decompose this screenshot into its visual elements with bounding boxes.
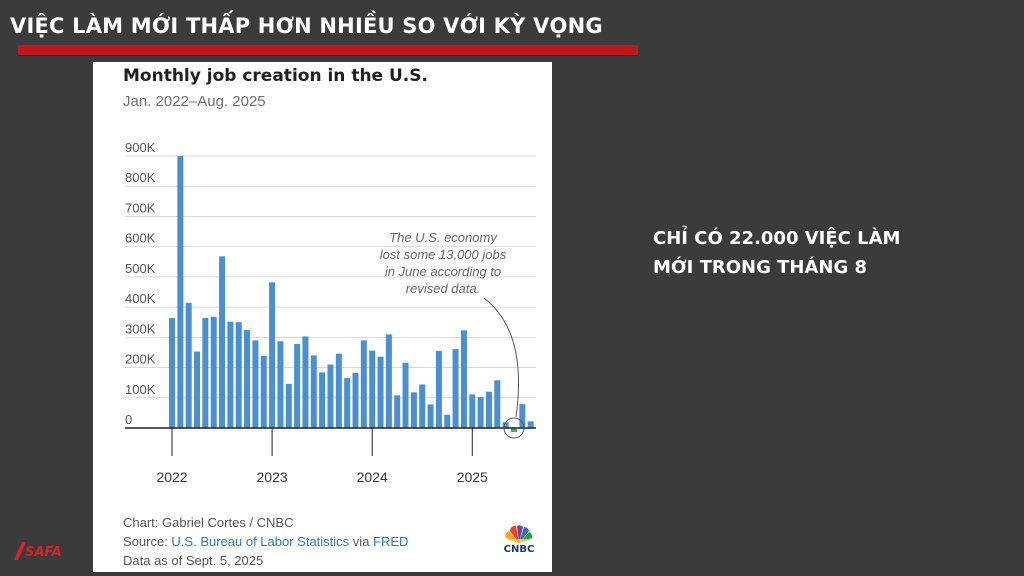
bar	[294, 343, 301, 428]
bar-chart: 0 100K 200K 300K 400K 500K 600K 700K 800K 900K 202…	[125, 140, 536, 485]
bar	[502, 422, 509, 428]
bar	[369, 350, 376, 428]
safa-logo: SAFA	[14, 542, 62, 560]
bar	[319, 372, 326, 428]
x-tick-label: 2025	[457, 469, 488, 485]
x-tick-label: 2022	[156, 469, 187, 485]
bar	[394, 395, 401, 428]
annotation-arrow	[483, 297, 519, 418]
annotation-line: lost some 13,000 jobs	[380, 247, 507, 262]
bar	[177, 156, 184, 428]
chart-source: Source: U.S. Bureau of Labor Statistics …	[123, 534, 408, 549]
slide-title: VIỆC LÀM MỚI THẤP HƠN NHIỀU SO VỚI KỲ VỌ…	[10, 14, 603, 38]
source-prefix: Source:	[123, 534, 172, 549]
bar	[210, 316, 217, 428]
bar	[444, 414, 451, 428]
fred-source-link[interactable]: FRED	[373, 534, 409, 549]
bar	[410, 392, 417, 428]
y-tick-label: 200K	[125, 352, 156, 367]
bls-source-link[interactable]: U.S. Bureau of Labor Statistics	[171, 534, 350, 549]
chart-credit: Chart: Gabriel Cortes / CNBC	[123, 515, 294, 530]
bar	[427, 404, 434, 428]
bar	[277, 341, 284, 428]
y-tick-label: 300K	[125, 321, 156, 336]
cnbc-logo-text: CNBC	[503, 544, 535, 555]
bar	[235, 322, 242, 428]
bar	[310, 355, 317, 428]
bar	[452, 349, 459, 428]
bar	[327, 364, 334, 428]
y-tick-label: 900K	[125, 140, 156, 155]
bar	[510, 428, 517, 432]
data-date: Data as of Sept. 5, 2025	[123, 553, 264, 568]
bar	[260, 355, 267, 428]
bar	[185, 302, 192, 428]
source-mid: via	[349, 534, 374, 549]
bar	[460, 330, 467, 428]
annotation-line: revised data.	[406, 281, 480, 296]
bar	[302, 336, 309, 428]
bar	[194, 351, 201, 428]
bar	[377, 356, 384, 428]
bar	[419, 384, 426, 428]
bar	[227, 321, 234, 428]
bar	[519, 404, 526, 428]
x-tick-label: 2023	[257, 469, 288, 485]
bar	[402, 362, 409, 428]
bar	[435, 350, 442, 428]
bar	[352, 372, 359, 428]
y-tick-label: 600K	[125, 231, 156, 246]
x-tick-label: 2024	[357, 469, 388, 485]
bar	[360, 340, 367, 428]
annotation-line: in June according to	[385, 264, 501, 279]
bar	[285, 383, 292, 428]
cnbc-peacock-icon	[505, 525, 533, 543]
bar	[485, 391, 492, 428]
y-tick-label: 800K	[125, 170, 156, 185]
bar	[477, 397, 484, 428]
bar	[269, 282, 276, 428]
chart-card: Monthly job creation in the U.S. Jan. 20…	[93, 62, 552, 572]
bar	[469, 394, 476, 428]
y-tick-label: 400K	[125, 291, 156, 306]
y-tick-label: 0	[125, 412, 132, 427]
chart-title: Monthly job creation in the U.S.	[123, 66, 428, 86]
bar	[244, 330, 251, 428]
bar	[494, 380, 501, 428]
bar	[219, 256, 226, 428]
bar	[527, 421, 534, 428]
bar	[344, 378, 351, 428]
bar	[202, 317, 209, 428]
annotation-line: The U.S. economy	[389, 230, 498, 245]
annotation-circle	[503, 417, 525, 439]
chart-subtitle: Jan. 2022–Aug. 2025	[123, 93, 266, 110]
bar	[335, 353, 342, 428]
side-caption: CHỈ CÓ 22.000 VIỆC LÀM MỚI TRONG THÁNG 8	[653, 228, 901, 278]
bar	[252, 340, 259, 428]
y-tick-label: 500K	[125, 261, 156, 276]
safa-logo-text: SAFA	[25, 545, 62, 560]
y-tick-label: 100K	[125, 382, 156, 397]
bar	[169, 317, 176, 428]
bar	[385, 334, 392, 428]
y-tick-label: 700K	[125, 200, 156, 215]
title-underline-bar	[18, 45, 638, 56]
